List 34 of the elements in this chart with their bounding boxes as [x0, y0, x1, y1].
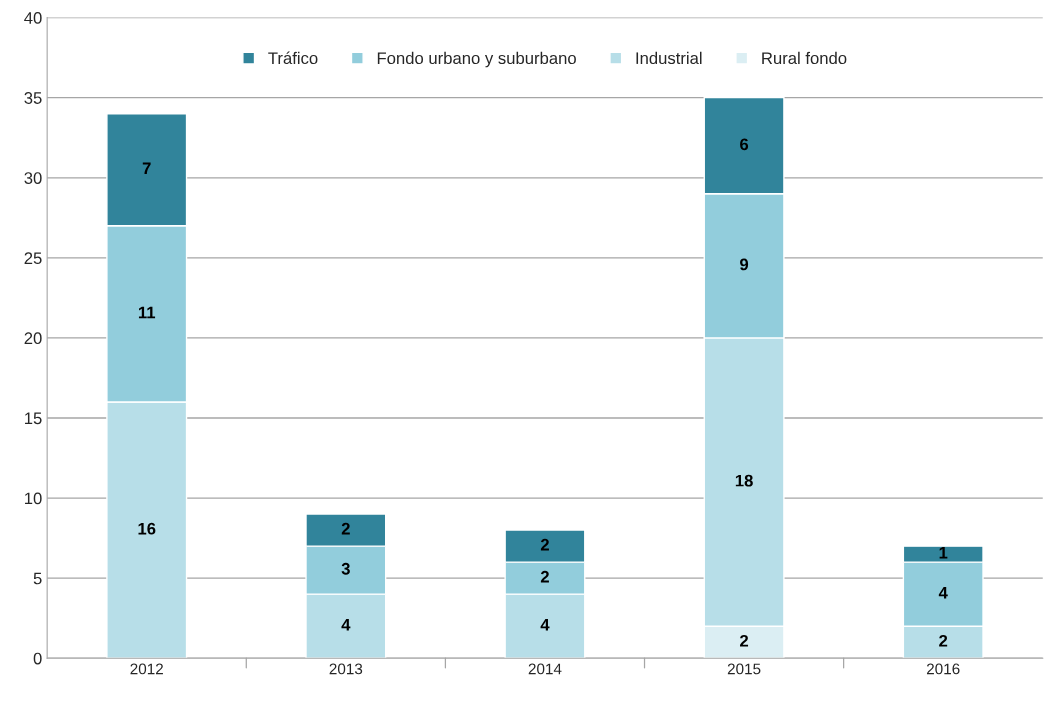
- data-label: 4: [341, 619, 351, 631]
- y-tick-label: 0: [33, 652, 42, 665]
- data-label: 2: [540, 538, 549, 551]
- x-tick-label: 2014: [528, 663, 562, 675]
- y-tick-label: 5: [33, 572, 42, 585]
- data-label: 11: [138, 306, 156, 319]
- y-tick-label: 40: [24, 12, 42, 24]
- x-tick-label: 2013: [329, 663, 363, 675]
- data-label: 18: [735, 474, 753, 487]
- data-label: 16: [138, 522, 156, 535]
- data-label: 7: [142, 162, 151, 175]
- y-tick-label: 35: [24, 92, 42, 104]
- x-tick-label: 2012: [130, 663, 163, 675]
- data-label: 9: [740, 258, 749, 271]
- y-tick-label: 25: [24, 252, 42, 265]
- legend-label: Rural fondo: [762, 51, 847, 65]
- legend-label: Fondo urbano y suburbano: [377, 51, 576, 68]
- data-label: 3: [341, 562, 350, 575]
- y-tick-label: 30: [24, 172, 42, 184]
- data-label: 6: [740, 138, 749, 151]
- y-tick-label: 20: [24, 332, 42, 345]
- data-label: 2: [540, 570, 549, 583]
- legend-label: Industrial: [636, 51, 702, 65]
- data-label: 2: [939, 634, 948, 647]
- data-label: 4: [938, 587, 948, 599]
- x-tick-label: 2016: [926, 663, 960, 675]
- data-label: 1: [939, 546, 948, 559]
- y-tick-label: 10: [25, 492, 42, 505]
- data-label: 4: [540, 619, 550, 631]
- legend-label: Tráfico: [268, 51, 318, 65]
- data-label: 2: [341, 522, 350, 535]
- y-tick-label: 15: [25, 412, 42, 425]
- data-label: 2: [740, 634, 749, 647]
- x-tick-label: 2015: [727, 663, 761, 675]
